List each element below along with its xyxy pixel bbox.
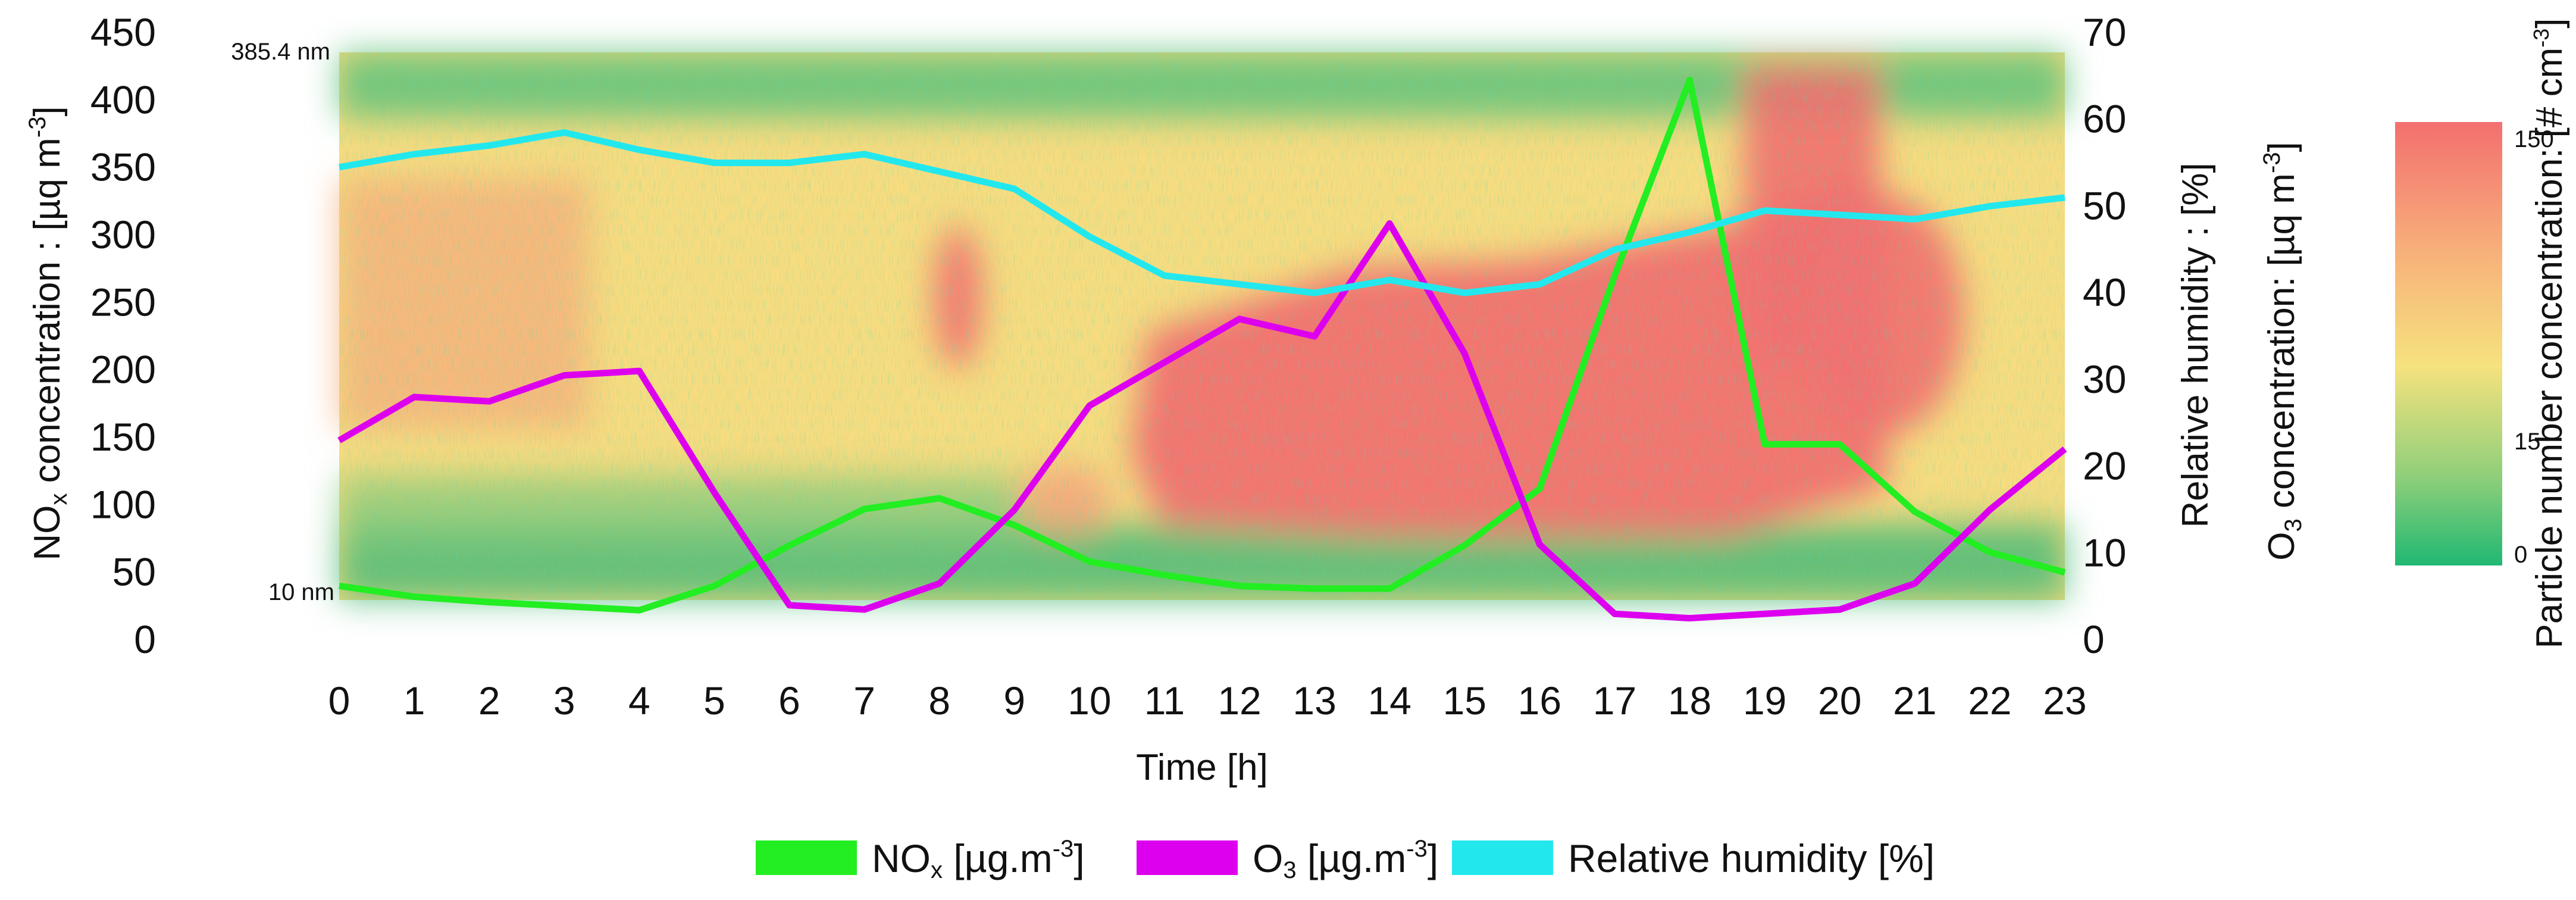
right-tick-label: 30 [2083,357,2126,401]
left-axis-ticks: 0 50 100 150 200 250 300 350 400 450 [90,10,156,661]
legend-swatch-o3 [1137,840,1238,875]
left-tick-label: 250 [90,280,156,324]
legend-label-o3: O3 [µg.m-3] [1253,836,1438,883]
left-tick-label: 300 [90,212,156,257]
left-tick-label: 0 [134,617,156,661]
x-tick-label: 4 [628,679,650,723]
left-axis-label: NOx concentration : [µq m-3] [24,106,72,560]
x-tick-label: 13 [1292,679,1336,723]
series-line-o3 [337,220,2067,622]
legend-label-rh: Relative humidity [%] [1568,836,1935,880]
x-tick-label: 20 [1818,679,1861,723]
x-tick-label: 17 [1593,679,1636,723]
heatmap [339,52,2065,600]
x-axis-label: Time [h] [1136,747,1268,788]
right-tick-label: 0 [2083,617,2105,661]
left-tick-label: 150 [90,415,156,459]
right-axis-label-o3: O3 concentration: [µq m-3] [2259,142,2306,561]
left-tick-label: 350 [90,145,156,189]
x-tick-label: 8 [928,679,950,723]
x-axis-ticks: 0 1 2 3 4 5 6 7 8 9 10 11 12 13 14 15 16 17 18 19 20 21 22 23 [328,679,2087,723]
x-tick-label: 14 [1368,679,1411,723]
right-tick-label: 50 [2083,183,2126,227]
colorbar-tick-mid: 15 [2514,429,2541,455]
legend: NOx [µg.m-3] O3 [µg.m-3] Relative humidi… [756,836,1935,883]
x-tick-label: 7 [853,679,875,723]
right-tick-label: 20 [2083,444,2126,488]
right-axis-ticks: 0 10 20 30 40 50 60 70 [2083,10,2126,661]
x-tick-label: 15 [1443,679,1486,723]
size-top-label: 385.4 nm [231,39,330,65]
left-tick-label: 400 [90,77,156,121]
left-tick-label: 100 [90,482,156,526]
x-tick-label: 11 [1144,679,1185,723]
colorbar [2395,122,2502,565]
left-tick-label: 50 [112,550,156,594]
legend-label-nox: NOx [µg.m-3] [872,836,1085,883]
x-tick-label: 21 [1893,679,1936,723]
x-tick-label: 23 [2043,679,2086,723]
x-tick-label: 6 [778,679,800,723]
right-tick-label: 60 [2083,97,2126,141]
x-tick-label: 2 [478,679,500,723]
series-lines [337,76,2067,622]
x-tick-label: 5 [703,679,725,723]
legend-swatch-rh [1452,840,1553,875]
x-tick-label: 12 [1217,679,1261,723]
colorbar-label: Particle number concentration: [# cm-3] [2529,18,2570,649]
right-tick-label: 40 [2083,270,2126,314]
series-line-nox [339,76,2066,614]
right-tick-label: 70 [2083,10,2126,54]
series-line-relative-humidity [339,129,2065,296]
x-tick-label: 9 [1003,679,1025,723]
left-tick-label: 200 [90,348,156,392]
size-bottom-label: 10 nm [268,579,334,605]
colorbar-tick-high: 150 [2514,126,2554,152]
x-tick-label: 10 [1068,679,1111,723]
x-tick-label: 19 [1743,679,1786,723]
x-tick-label: 16 [1518,679,1561,723]
x-tick-label: 1 [403,679,425,723]
x-tick-label: 22 [1968,679,2011,723]
x-tick-label: 18 [1668,679,1711,723]
x-tick-label: 3 [553,679,575,723]
left-tick-label: 450 [90,10,156,54]
x-tick-label: 0 [328,679,350,723]
colorbar-tick-low: 0 [2514,542,2527,568]
legend-swatch-nox [756,840,857,875]
right-tick-label: 10 [2083,530,2126,574]
right-axis-label-rh: Relative humidity : [%] [2175,162,2216,527]
